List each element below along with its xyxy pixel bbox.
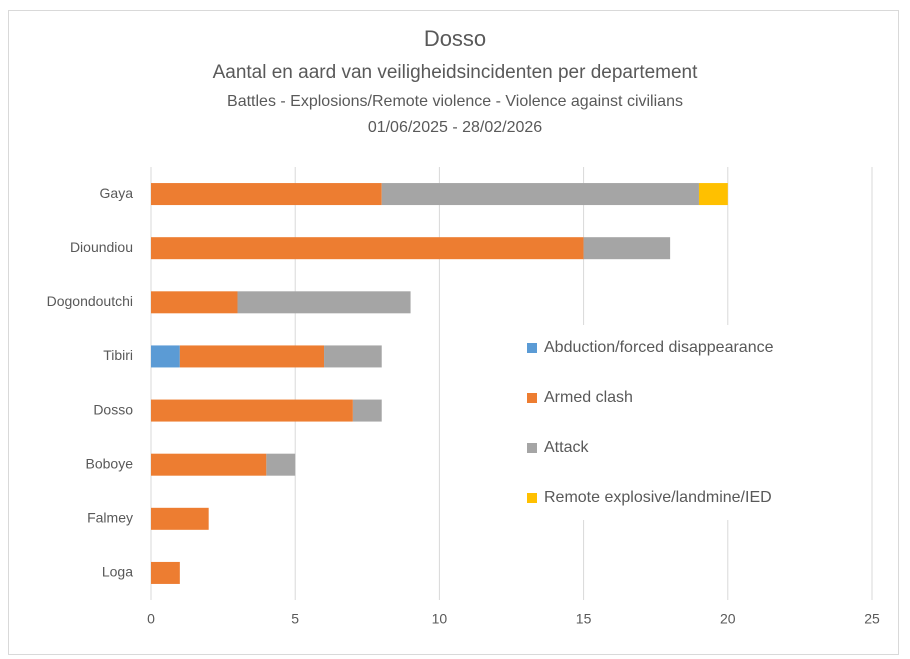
chart-subtitle: Aantal en aard van veiligheidsincidenten… [213,62,699,83]
y-tick-label: Dioundiou [70,239,133,255]
x-tick-label: 15 [576,611,592,627]
bar-segment [151,291,238,314]
bars: Gaya Dioundiou Dogondoutchi Tibiri Dosso Bobo… [47,183,728,584]
bar-segment [151,561,180,584]
x-tick-label: 20 [720,611,736,627]
chart-subtitle: 01/06/2025 - 28/02/2026 [368,119,542,136]
legend-swatch [527,493,537,503]
bar-segment [179,345,325,368]
y-tick-label: Gaya [100,185,134,201]
bar-segment [381,183,699,206]
legend-swatch [527,343,537,353]
bar-segment [583,237,671,260]
x-tick-label: 10 [432,611,448,627]
bar-segment [266,453,296,476]
chart-title: Dosso [424,26,486,51]
bar-segment [151,183,382,206]
legend-label: Armed clash [544,389,633,406]
y-tick-label: Dosso [93,401,133,417]
y-tick-label: Dogondoutchi [47,293,133,309]
legend-label: Abduction/forced disappearance [544,339,774,356]
bar-segment [151,399,353,422]
bar-segment [151,237,584,260]
bar-segment [151,453,267,476]
bar-segment [324,345,382,368]
legend-label: Remote explosive/landmine/IED [544,489,772,506]
chart-subtitle: Battles - Explosions/Remote violence - V… [227,93,683,110]
x-tick-label: 25 [864,611,880,627]
y-tick-label: Falmey [87,510,133,526]
bar-segment [237,291,411,314]
bar-segment [352,399,382,422]
legend-label: Attack [544,439,589,456]
bar-segment [698,183,728,206]
x-tick-label: 0 [147,611,155,627]
legend-background [520,325,865,520]
bar-segment [151,507,209,530]
y-tick-label: Loga [102,564,133,580]
bar-segment [151,345,180,368]
x-tick-label: 5 [291,611,299,627]
legend-swatch [527,443,537,453]
legend: Abduction/forced disappearance Armed clas… [520,325,865,520]
y-tick-label: Tibiri [103,347,133,363]
legend-swatch [527,393,537,403]
y-tick-label: Boboye [86,455,134,471]
